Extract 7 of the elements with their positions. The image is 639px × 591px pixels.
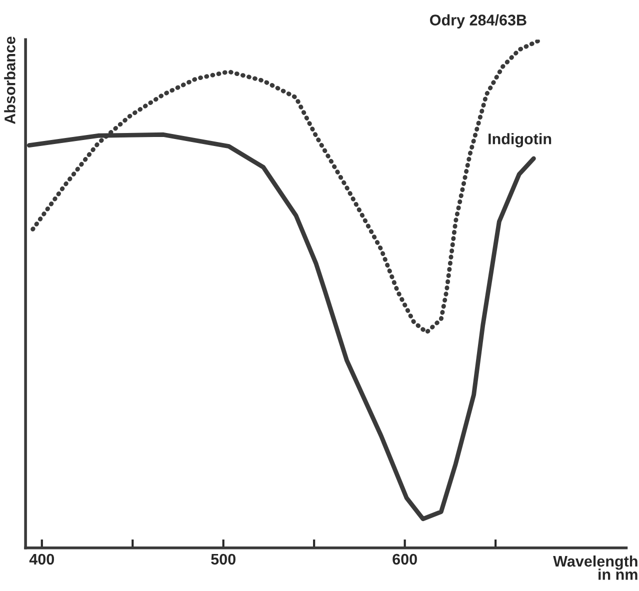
series-label: Odry 284/63B: [430, 14, 526, 28]
x-tick-label: 500: [211, 554, 236, 565]
y-axis-title: Absorbance: [4, 36, 16, 124]
series-label: Indigotin: [488, 133, 552, 148]
x-tick-label: 400: [29, 554, 54, 565]
x-tick-label: 600: [392, 554, 417, 565]
x-axis-title: Wavelength in nm: [553, 555, 638, 580]
